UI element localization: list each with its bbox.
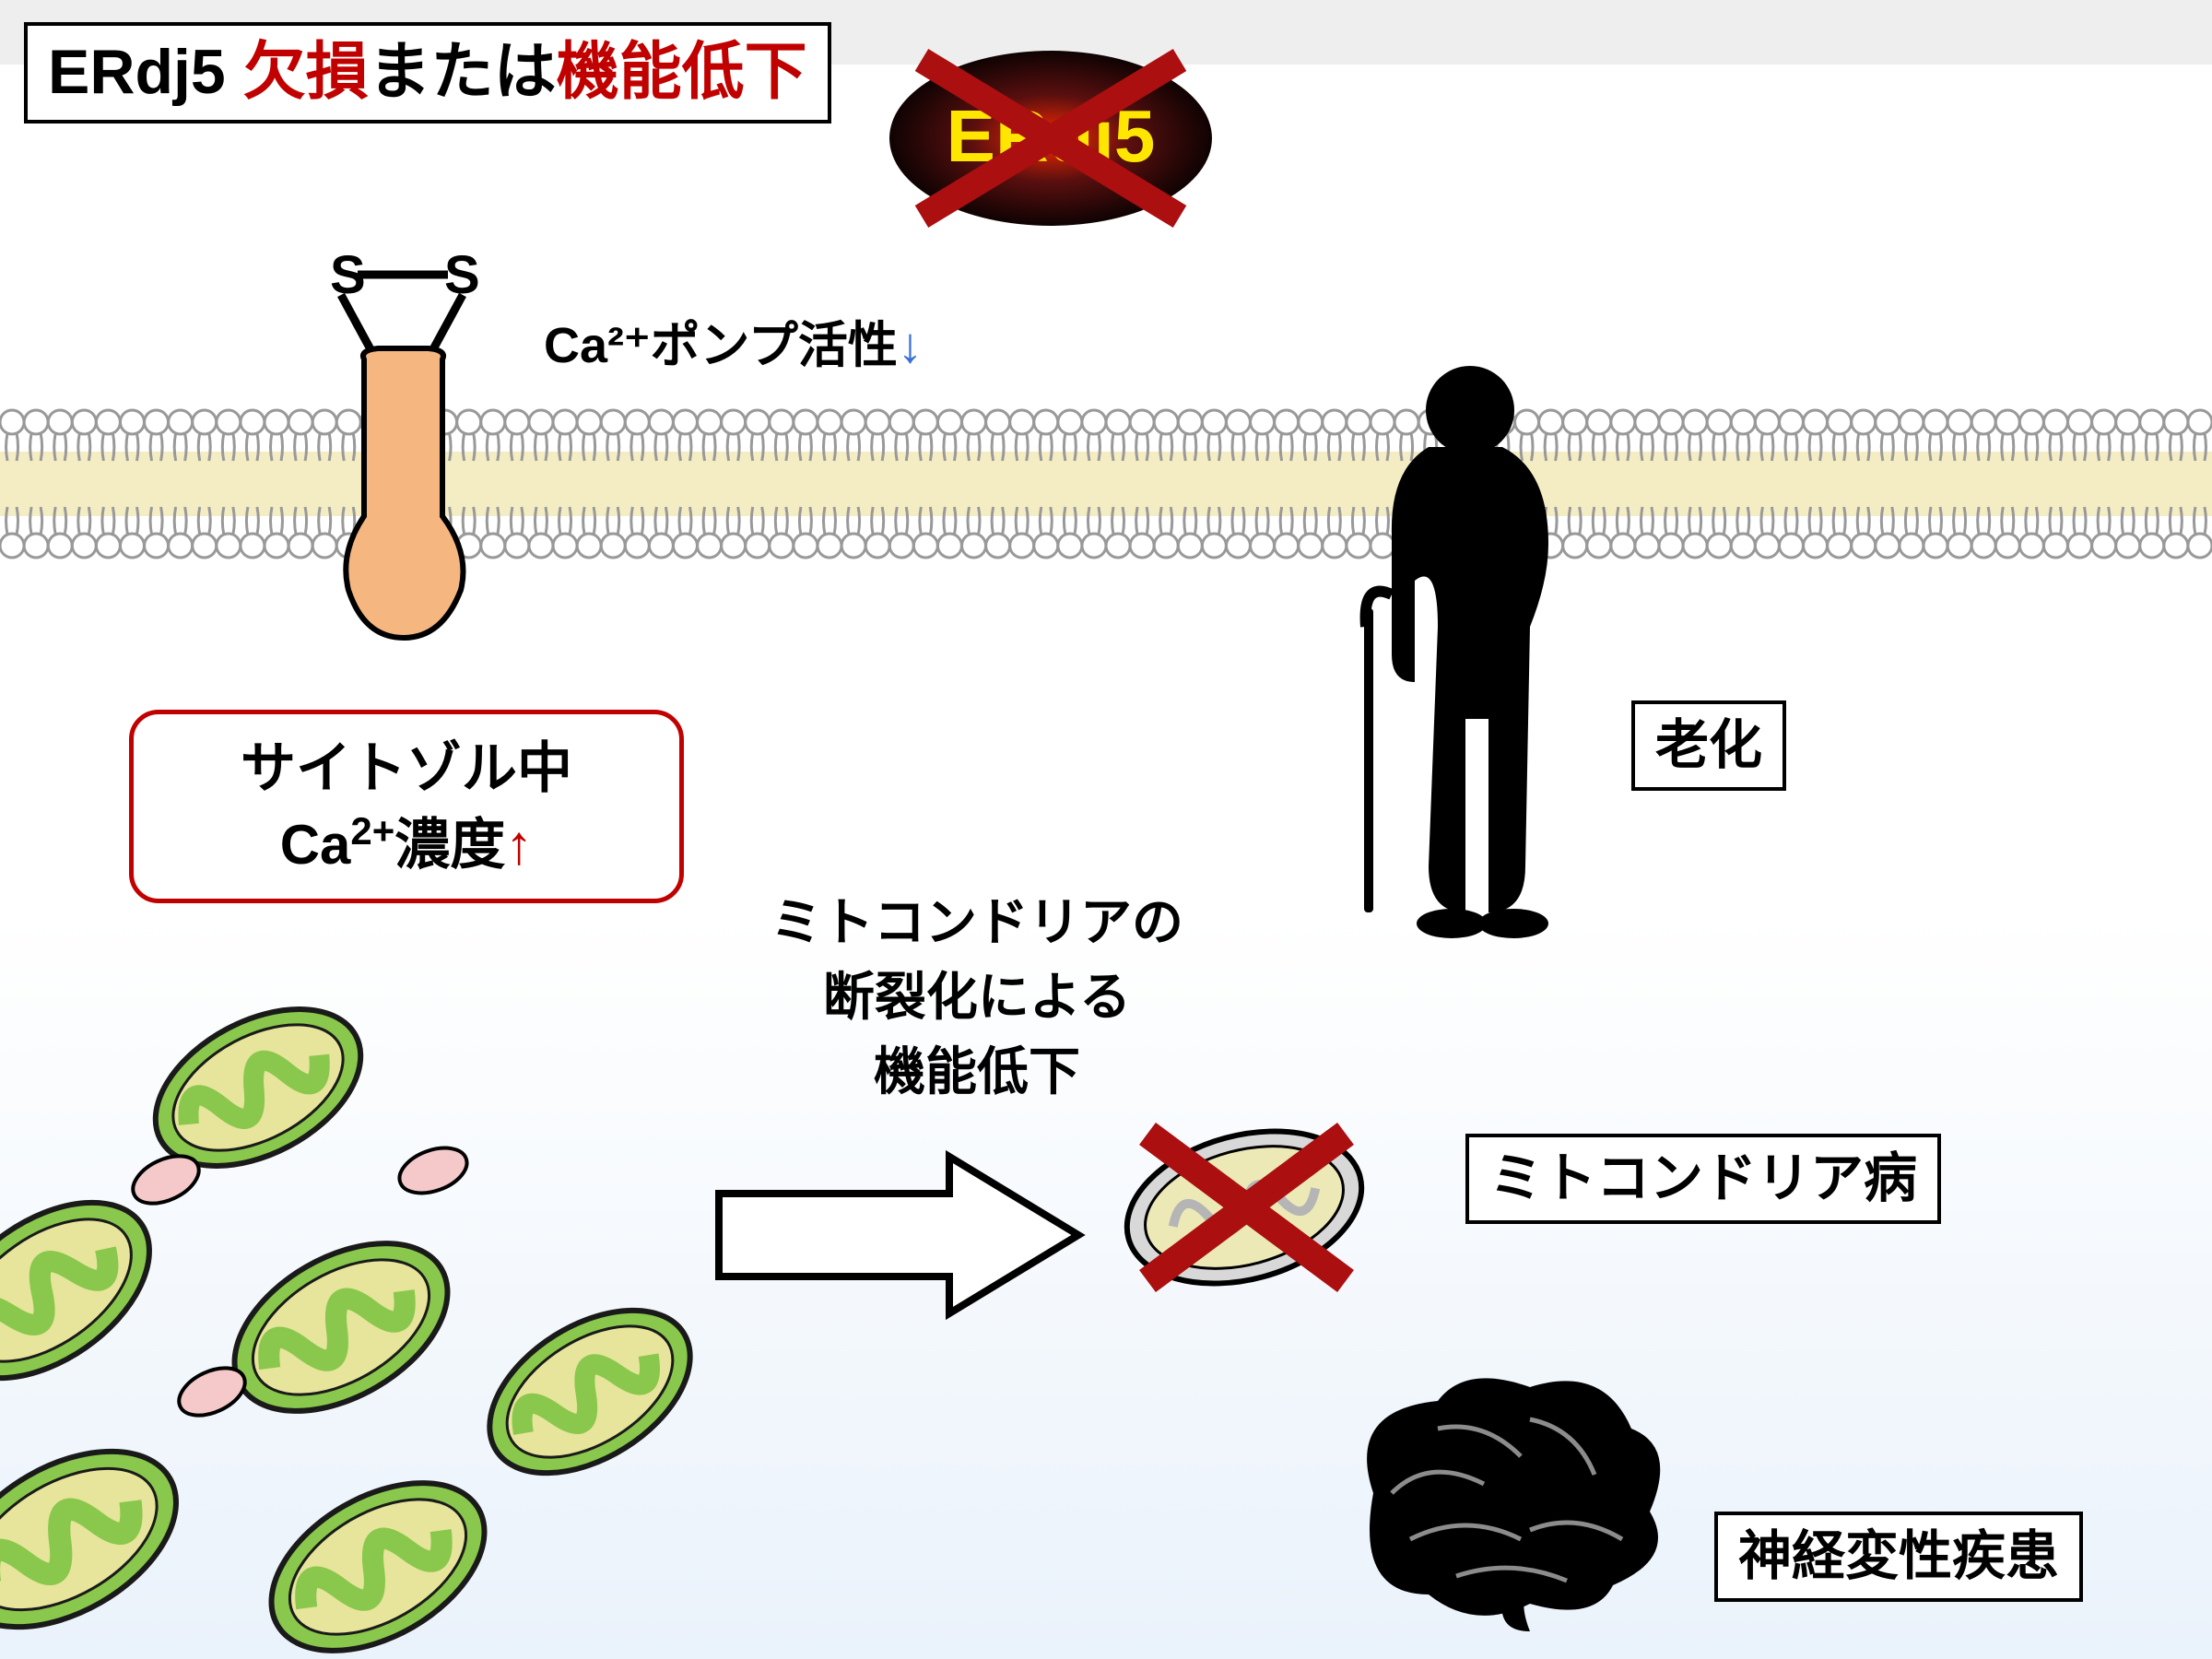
label-aging: 老化 — [1631, 700, 1786, 791]
cytosol-line1: サイトゾル中 — [167, 731, 646, 806]
title-mid: または — [369, 37, 557, 107]
title-prefix: ERdj5 — [48, 37, 243, 107]
erdj5-badge: ERdj5 — [866, 37, 1235, 258]
pump-protein: S S — [276, 240, 535, 645]
label-neuro: 神経変性疾患 — [1714, 1512, 2083, 1602]
pump-label: Ca²⁺ポンプ活性↓ — [544, 304, 923, 377]
title-red1: 欠損 — [243, 37, 369, 107]
up-arrow-icon: ↑ — [505, 814, 533, 876]
cytosol-ca-bubble: サイトゾル中 Ca2+濃度↑ — [129, 710, 684, 903]
mito-cluster — [0, 959, 774, 1659]
title-box: ERdj5 欠損または機能低下 — [24, 22, 831, 124]
brain-silhouette-icon — [1290, 1355, 1677, 1641]
elderly-silhouette-icon — [1253, 350, 1622, 977]
mito-text: ミトコンドリアの 断裂化による 機能低下 — [719, 885, 1235, 1110]
title-red2: 機能低下 — [557, 37, 807, 107]
down-arrow-icon: ↓ — [898, 318, 923, 373]
dead-mito — [1106, 1106, 1401, 1318]
label-mitodisease: ミトコンドリア病 — [1465, 1134, 1941, 1224]
